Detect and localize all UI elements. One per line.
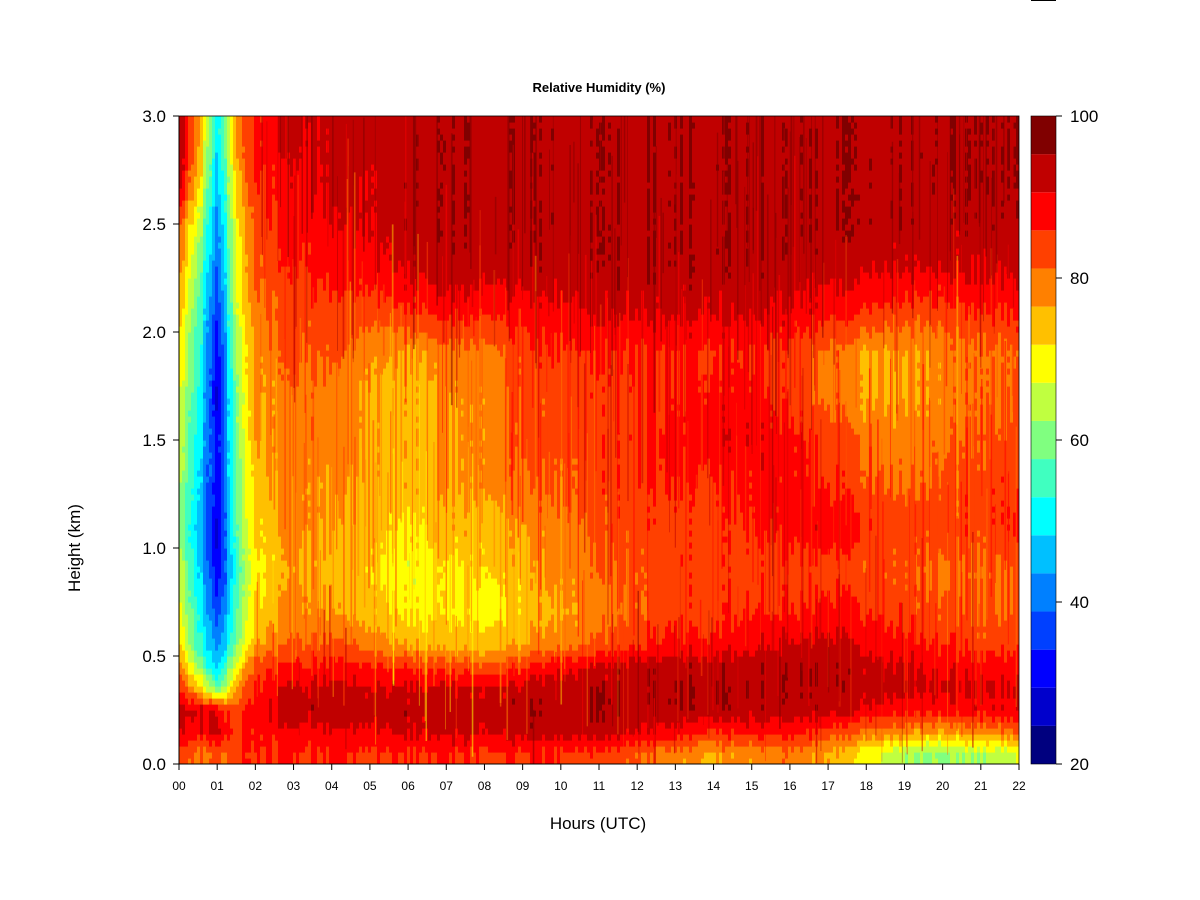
- plot-area: [179, 116, 1020, 765]
- chart-title: Relative Humidity (%): [533, 80, 666, 95]
- corner-mark: [1031, 0, 1056, 1]
